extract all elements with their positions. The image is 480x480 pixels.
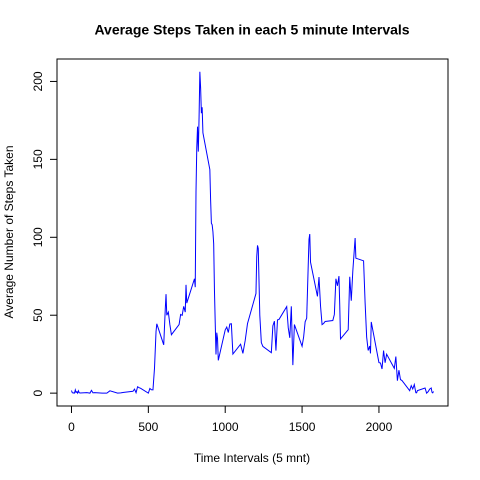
y-tick-label: 150	[31, 149, 45, 169]
x-tick-label: 500	[138, 420, 158, 434]
x-tick-label: 1500	[289, 420, 316, 434]
x-tick-label: 1000	[212, 420, 239, 434]
plot-box	[56, 58, 449, 407]
x-tick-label: 0	[68, 420, 75, 434]
y-axis-label: Average Number of Steps Taken	[2, 146, 16, 319]
y-tick-label: 50	[31, 308, 45, 322]
x-axis-label: Time Intervals (5 mnt)	[194, 451, 310, 465]
chart-title: Average Steps Taken in each 5 minute Int…	[94, 22, 409, 38]
y-tick-label: 100	[31, 227, 45, 247]
data-line	[71, 71, 434, 395]
y-tick-label: 0	[31, 389, 45, 396]
x-tick-label: 2000	[366, 420, 393, 434]
y-tick-label: 200	[31, 71, 45, 91]
